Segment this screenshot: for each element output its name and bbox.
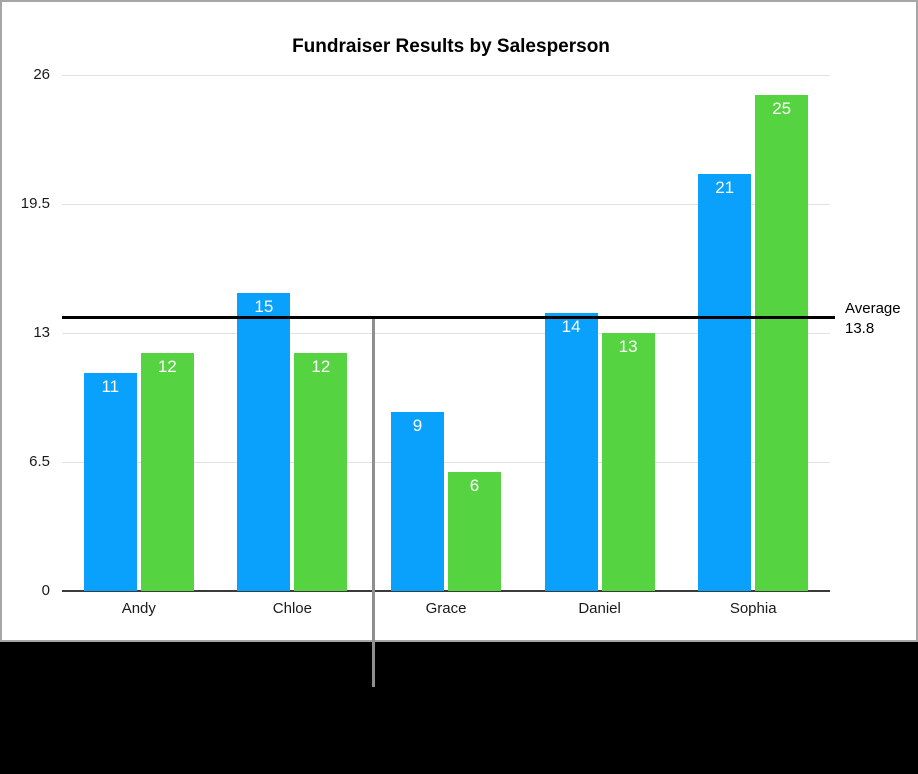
gridline — [62, 332, 830, 334]
bar-green-series — [755, 94, 809, 591]
bar-blue-series — [237, 293, 291, 591]
bar-value-label: 12 — [311, 356, 331, 376]
chart-title: Fundraiser Results by Salesperson — [292, 36, 610, 57]
x-category-label: Chloe — [272, 600, 312, 617]
bar-value-label: 13 — [618, 337, 638, 356]
y-tick-label: 6.5 — [29, 453, 50, 470]
average-label-value: 13.8 — [845, 320, 875, 337]
average-line-label: Average 13.8 — [845, 299, 901, 339]
bar-green-series — [140, 352, 194, 591]
y-tick-label: 13 — [33, 324, 50, 341]
bar-value-label: 9 — [412, 416, 423, 436]
bar-value-label: 25 — [772, 98, 792, 118]
bar-value-label: 21 — [715, 178, 735, 198]
bar-green-series — [448, 471, 501, 591]
callout-line — [372, 319, 375, 687]
x-category-label: Grace — [425, 600, 467, 617]
bar-blue-series — [83, 372, 137, 591]
bar-value-label: 11 — [101, 376, 120, 396]
bar-value-label: 12 — [157, 356, 177, 376]
bar-value-label: 6 — [469, 475, 480, 495]
gridline — [62, 203, 830, 205]
y-tick-label: 0 — [41, 582, 50, 599]
gridline — [62, 74, 830, 76]
bar-green-series — [294, 352, 348, 591]
bar-value-label: 15 — [254, 297, 274, 317]
gridline — [62, 461, 830, 463]
y-tick-label: 26 — [33, 66, 50, 83]
x-category-label: Andy — [121, 600, 156, 617]
y-tick-label: 19.5 — [20, 195, 50, 212]
bar-value-label: 14 — [561, 317, 581, 337]
bar-blue-series — [698, 174, 752, 591]
x-axis-line — [62, 590, 830, 592]
x-category-label: Daniel — [578, 600, 621, 617]
average-reference-line — [62, 315, 835, 319]
bar-blue-series — [544, 313, 598, 591]
chart-panel: Fundraiser Results by Salesperson Averag… — [0, 0, 918, 642]
average-label-text: Average — [845, 300, 901, 317]
bar-blue-series — [391, 412, 444, 591]
x-category-label: Sophia — [729, 600, 777, 617]
bar-green-series — [601, 333, 655, 591]
